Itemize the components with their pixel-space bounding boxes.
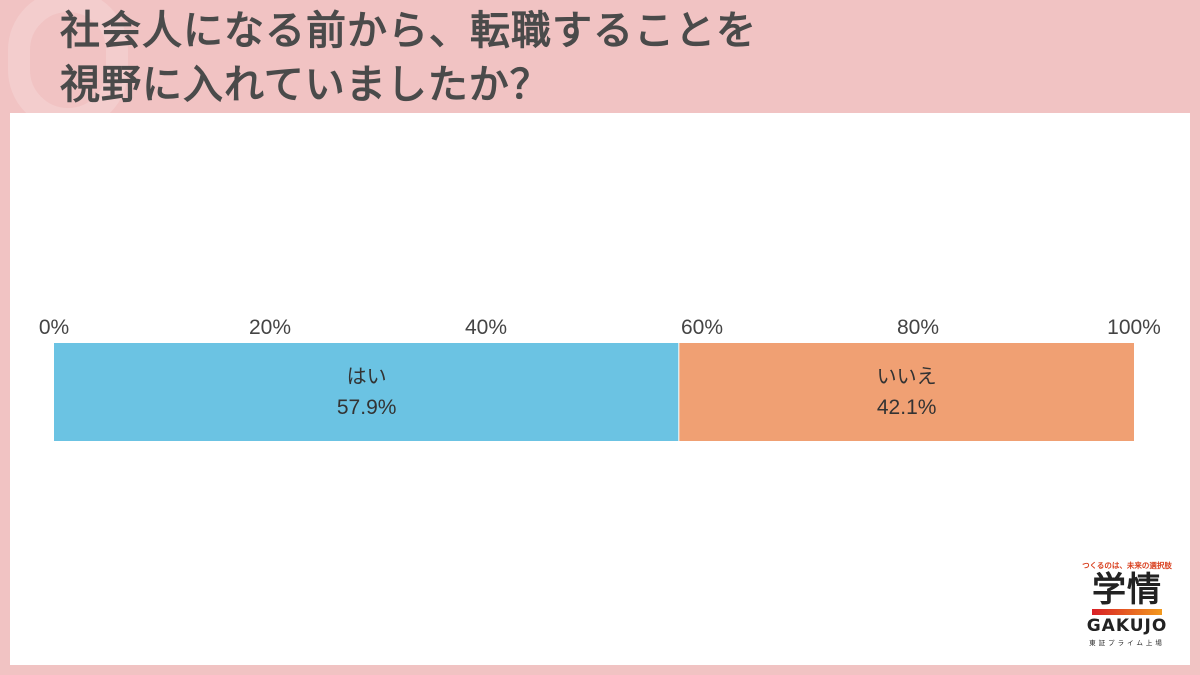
bar-segment	[679, 343, 1134, 441]
segment-value-label: 57.9%	[337, 396, 397, 419]
logo-tagline: つくるのは、未来の選択肢	[1082, 561, 1172, 570]
tick-label: 80%	[897, 316, 939, 339]
bar-segment	[54, 343, 679, 441]
tick-label: 0%	[39, 316, 69, 339]
logo-name-ja: 学情	[1092, 570, 1162, 610]
tick-label: 60%	[681, 316, 723, 339]
title-line-2: 視野に入れていましたか？	[60, 62, 551, 108]
page-title: 社会人になる前から、転職することを 視野に入れていましたか？	[60, 4, 757, 112]
gakujo-logo: つくるのは、未来の選択肢 学情 GAKUJO 東証プライム上場	[1082, 560, 1172, 647]
segment-name-label: いいえ	[877, 364, 937, 388]
logo-listing: 東証プライム上場	[1089, 639, 1165, 647]
logo-name-en: GAKUJO	[1086, 616, 1168, 636]
segment-name-label: はい	[347, 364, 387, 388]
tick-label: 100%	[1107, 316, 1161, 339]
segment-value-label: 42.1%	[877, 396, 937, 419]
title-line-1: 社会人になる前から、転職することを	[60, 8, 757, 54]
tick-label: 40%	[465, 316, 507, 339]
tick-label: 20%	[249, 316, 291, 339]
logo-gradient-bar	[1092, 609, 1162, 615]
